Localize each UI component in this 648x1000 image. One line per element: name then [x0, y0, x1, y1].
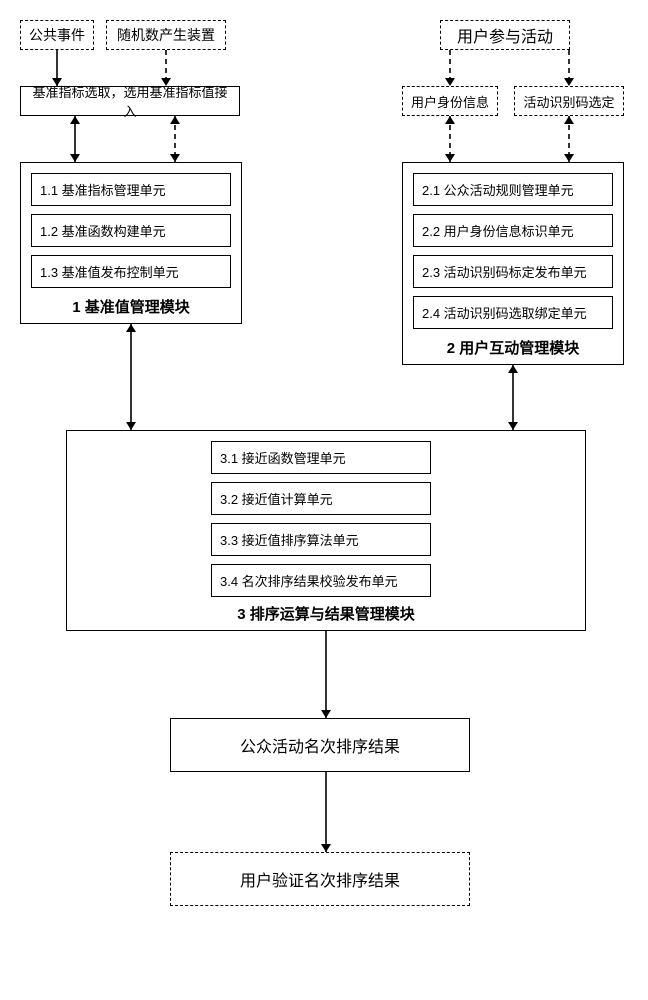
result-box: 公众活动名次排序结果 [170, 718, 470, 772]
module-2-item: 2.1 公众活动规则管理单元 [413, 173, 613, 206]
module-3-item: 3.4 名次排序结果校验发布单元 [211, 564, 431, 597]
rng-device-label: 随机数产生装置 [117, 25, 215, 45]
module-3-item: 3.1 接近函数管理单元 [211, 441, 431, 474]
module-1-item: 1.2 基准函数构建单元 [31, 214, 231, 247]
public-event-label: 公共事件 [29, 25, 85, 45]
module-3-item: 3.3 接近值排序算法单元 [211, 523, 431, 556]
module-2-title: 2 用户互动管理模块 [413, 337, 613, 358]
module-1: 1.1 基准指标管理单元 1.2 基准函数构建单元 1.3 基准值发布控制单元 … [20, 162, 242, 324]
diagram-canvas: 公共事件 随机数产生装置 基准指标选取，选用基准指标值接入 用户参与活动 用户身… [20, 20, 628, 980]
criteria-select-box: 基准指标选取，选用基准指标值接入 [20, 86, 240, 116]
user-identity-box: 用户身份信息 [402, 86, 498, 116]
module-3-title: 3 排序运算与结果管理模块 [77, 603, 575, 624]
user-participate-label: 用户参与活动 [457, 23, 553, 47]
module-1-item: 1.1 基准指标管理单元 [31, 173, 231, 206]
user-verify-label: 用户验证名次排序结果 [240, 867, 400, 891]
user-participate-box: 用户参与活动 [440, 20, 570, 50]
module-3: 3.1 接近函数管理单元 3.2 接近值计算单元 3.3 接近值排序算法单元 3… [66, 430, 586, 631]
activity-code-label: 活动识别码选定 [523, 92, 614, 111]
module-2-item: 2.4 活动识别码选取绑定单元 [413, 296, 613, 329]
module-2: 2.1 公众活动规则管理单元 2.2 用户身份信息标识单元 2.3 活动识别码标… [402, 162, 624, 365]
user-identity-label: 用户身份信息 [411, 92, 489, 111]
module-3-list: 3.1 接近函数管理单元 3.2 接近值计算单元 3.3 接近值排序算法单元 3… [211, 441, 431, 597]
module-1-title: 1 基准值管理模块 [31, 296, 231, 317]
public-event-box: 公共事件 [20, 20, 94, 50]
module-1-item: 1.3 基准值发布控制单元 [31, 255, 231, 288]
user-verify-box: 用户验证名次排序结果 [170, 852, 470, 906]
result-label: 公众活动名次排序结果 [240, 733, 400, 757]
criteria-select-label: 基准指标选取，选用基准指标值接入 [27, 82, 233, 120]
rng-device-box: 随机数产生装置 [106, 20, 226, 50]
activity-code-box: 活动识别码选定 [514, 86, 624, 116]
module-3-item: 3.2 接近值计算单元 [211, 482, 431, 515]
module-2-item: 2.2 用户身份信息标识单元 [413, 214, 613, 247]
module-2-item: 2.3 活动识别码标定发布单元 [413, 255, 613, 288]
